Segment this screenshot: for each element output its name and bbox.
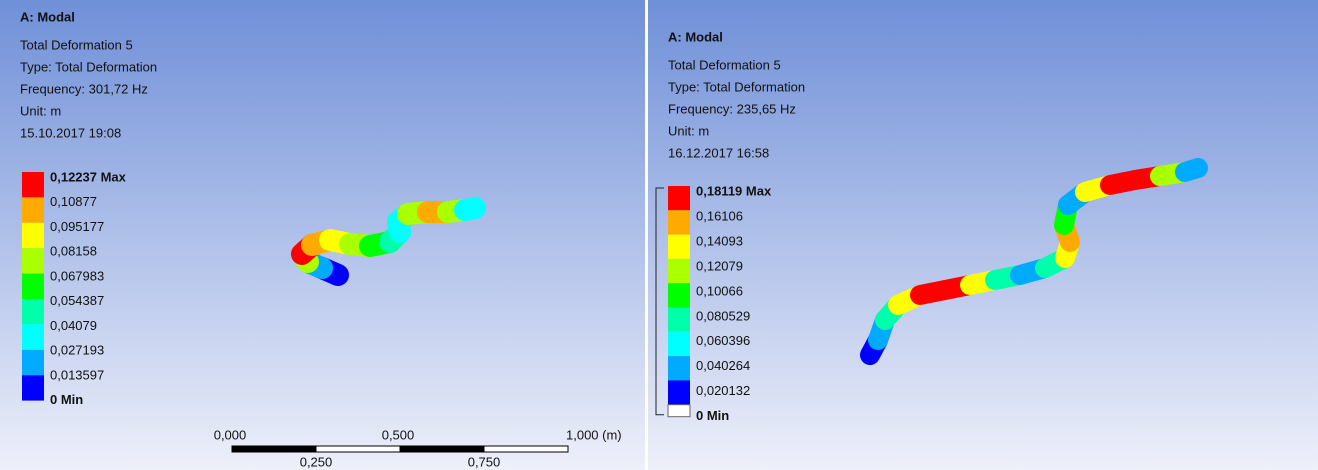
scale-segment: [316, 446, 400, 452]
legend-color: [22, 197, 44, 222]
legend-label: 0,013597: [50, 367, 104, 382]
info-line: Frequency: 301,72 Hz: [20, 81, 148, 96]
info-line: 16.12.2017 16:58: [668, 145, 769, 160]
scale-label: 0,750: [468, 454, 501, 469]
legend-color: [668, 283, 690, 307]
legend-color: [22, 324, 44, 349]
legend-color: [668, 308, 690, 332]
legend-color: [668, 380, 690, 404]
legend-label: 0,095177: [50, 219, 104, 234]
legend-color: [22, 299, 44, 324]
legend-label: 0,060396: [696, 333, 750, 348]
info-line: Frequency: 235,65 Hz: [668, 101, 796, 116]
legend-color: [668, 332, 690, 356]
screen: A: Modal Total Deformation 5 Type: Total D…: [0, 0, 1318, 470]
legend-label: 0,10877: [50, 194, 97, 209]
legend-label: 0,067983: [50, 268, 104, 283]
legend-color: [22, 375, 44, 400]
legend-color: [22, 274, 44, 299]
info-line: Type: Total Deformation: [668, 79, 805, 94]
legend-label: 0,08158: [50, 244, 97, 259]
info-line: Total Deformation 5: [668, 57, 781, 72]
pipe-segment: [1185, 168, 1198, 172]
legend-label: 0,16106: [696, 208, 743, 223]
legend-label: 0 Min: [50, 392, 83, 407]
title: A: Modal: [20, 9, 75, 24]
legend-color: [22, 223, 44, 248]
scale-segment: [232, 446, 316, 452]
legend-color: [22, 350, 44, 375]
legend-label: 0,12237 Max: [50, 169, 127, 184]
legend-label: 0,04079: [50, 318, 97, 333]
legend-color: [668, 356, 690, 380]
legend-label: 0,10066: [696, 283, 743, 298]
info-line: Unit: m: [20, 103, 61, 118]
legend-label: 0,040264: [696, 358, 750, 373]
legend-color: [668, 210, 690, 234]
legend-color: [22, 248, 44, 273]
info-line: Unit: m: [668, 123, 709, 138]
legend-color: [668, 405, 690, 417]
legend-label: 0,18119 Max: [696, 183, 772, 198]
legend-label: 0,14093: [696, 233, 743, 248]
scale-segment: [484, 446, 568, 452]
legend-label: 0 Min: [696, 408, 729, 423]
scale-label: 0,000: [214, 427, 247, 442]
legend-label: 0,054387: [50, 293, 104, 308]
title: A: Modal: [668, 29, 723, 44]
scale-segment: [400, 446, 484, 452]
legend-label: 0,12079: [696, 258, 743, 273]
pipe-segment: [465, 208, 475, 210]
legend-label: 0,027193: [50, 343, 104, 358]
legend-color: [668, 186, 690, 210]
info-line: Total Deformation 5: [20, 37, 133, 52]
legend-color: [668, 235, 690, 259]
scale-label: 1,000 (m): [566, 427, 622, 442]
legend-label: 0,020132: [696, 383, 750, 398]
legend-color: [668, 259, 690, 283]
info-line: Type: Total Deformation: [20, 59, 157, 74]
legend-color: [22, 172, 44, 197]
legend-label: 0,080529: [696, 308, 750, 323]
info-line: 15.10.2017 19:08: [20, 125, 121, 140]
scale-label: 0,500: [382, 427, 415, 442]
scale-label: 0,250: [300, 454, 333, 469]
